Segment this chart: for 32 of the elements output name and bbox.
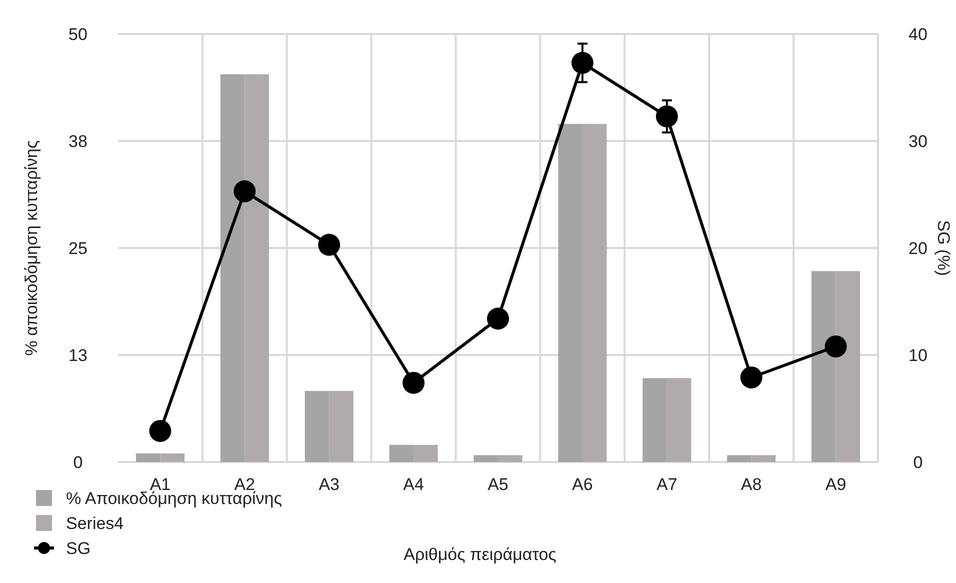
y2-tick-label: 40: [908, 24, 928, 44]
legend-label: SG: [66, 538, 91, 558]
y2-tick-label: 20: [908, 238, 928, 258]
y2-axis-title: SG (%): [934, 220, 953, 276]
y-tick-label: 38: [68, 132, 88, 151]
point: [487, 308, 509, 330]
x-tick-label: A5: [488, 475, 508, 494]
y2-tick-label: 0: [913, 452, 923, 472]
y-tick-label: 0: [73, 452, 83, 472]
x-tick-label: A9: [825, 475, 846, 494]
legend-label: % Αποικοδόμηση κυτταρίνης: [66, 488, 282, 508]
point: [740, 366, 762, 388]
point: [402, 372, 425, 394]
point: [571, 52, 594, 74]
x-tick-label: A4: [403, 475, 424, 494]
y-tick-label: 13: [68, 346, 88, 365]
x-tick-label: A6: [572, 475, 593, 494]
y-axis-title: % αποικοδόμηση κυτταρίνης: [22, 140, 41, 356]
point: [318, 234, 340, 256]
y2-tick-label: 30: [908, 132, 928, 151]
x-axis-title: Αριθμός πειράματος: [404, 545, 556, 564]
y-tick-label: 25: [68, 238, 88, 258]
y2-tick-label: 10: [908, 346, 928, 365]
point: [149, 420, 172, 442]
x-tick-label: A7: [656, 475, 678, 494]
point: [234, 180, 256, 202]
x-tick-label: A8: [740, 475, 762, 494]
point: [824, 335, 847, 358]
x-tick-label: A3: [318, 475, 340, 494]
y-tick-label: 50: [68, 24, 88, 44]
legend-label: Series4: [66, 514, 124, 533]
point: [656, 105, 678, 128]
